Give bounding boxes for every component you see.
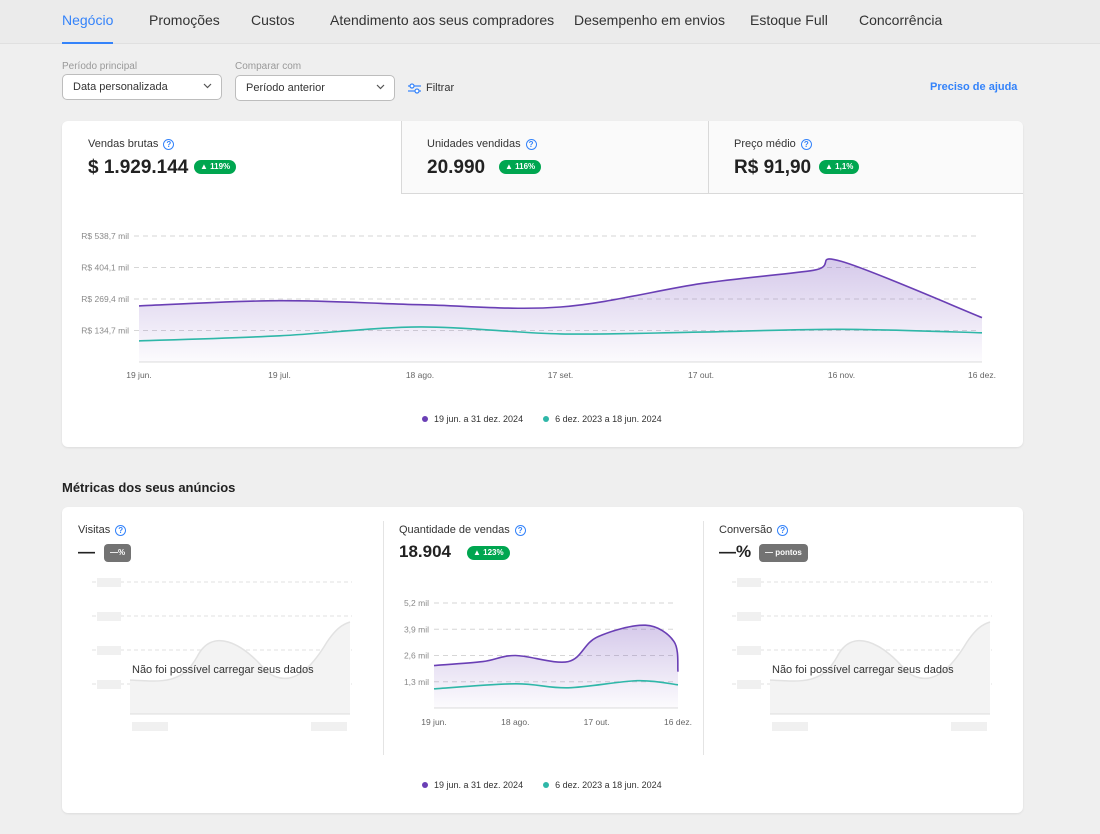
chevron-down-icon (376, 84, 385, 90)
legend-dot-current (422, 416, 428, 422)
tab-promocoes[interactable]: Promoções (149, 12, 220, 28)
tab-negocio[interactable]: Negócio (62, 0, 114, 44)
y-tick-label: R$ 134,7 mil (81, 325, 129, 335)
visits-title: Visitas (78, 524, 111, 536)
y-tick-label: 3,9 mil (404, 624, 429, 634)
help-link[interactable]: Preciso de ajuda (930, 81, 1018, 93)
kpi-change-badge: ▲ 119% (194, 160, 237, 174)
legend-dot-previous (543, 782, 550, 788)
series-line-previous (138, 326, 983, 342)
help-circle-icon[interactable]: ? (514, 524, 526, 536)
compare-select[interactable]: Período anterior (235, 75, 395, 101)
kpi-tab-vendas-brutas[interactable]: Vendas brutas? $ 1.929.144 ▲ 119% (62, 121, 401, 194)
compare-select-value: Período anterior (246, 82, 325, 94)
visits-value: — (78, 542, 95, 561)
sales-qty-title: Quantidade de vendas (399, 524, 510, 536)
kpi-title: Preço médio (734, 138, 796, 150)
help-circle-icon[interactable]: ? (777, 524, 789, 536)
kpi-value: R$ 91,90 (734, 157, 812, 178)
kpi-tab-preco-medio[interactable]: Preço médio? R$ 91,90 ▲ 1,1% (708, 121, 1023, 194)
period-select[interactable]: Data personalizada (62, 74, 222, 100)
x-tick-label: 16 dez. (968, 370, 996, 380)
kpi-value: $ 1.929.144 (88, 157, 189, 178)
metrics-chart-legend: 19 jun. a 31 dez. 2024 6 dez. 2023 a 18 … (422, 780, 662, 790)
period-label: Período principal (62, 61, 138, 72)
metrics-divider (383, 521, 384, 755)
chart-legend: 19 jun. a 31 dez. 2024 6 dez. 2023 a 18 … (422, 414, 662, 424)
help-circle-icon[interactable]: ? (800, 138, 812, 150)
legend-previous: 6 dez. 2023 a 18 jun. 2024 (555, 780, 662, 790)
chevron-down-icon (203, 83, 212, 89)
legend-previous: 6 dez. 2023 a 18 jun. 2024 (555, 414, 662, 424)
sales-qty-value: 18.904 (399, 542, 451, 561)
sales-overview-card: Vendas brutas? $ 1.929.144 ▲ 119% Unidad… (62, 121, 1023, 447)
series-line-previous (433, 679, 679, 690)
help-circle-icon[interactable]: ? (525, 138, 537, 150)
tab-desempenho-envios[interactable]: Desempenho em envios (574, 12, 725, 28)
filter-button[interactable]: Filtrar (408, 80, 454, 96)
kpi-tab-unidades-vendidas[interactable]: Unidades vendidas? 20.990 ▲ 116% (401, 121, 708, 194)
x-tick-label: 17 set. (548, 370, 574, 380)
listing-metrics-card: Visitas? — —% Não foi possível carregar … (62, 507, 1023, 813)
legend-dot-current (422, 782, 428, 788)
x-tick-label: 17 out. (584, 717, 610, 727)
filter-label: Filtrar (426, 82, 455, 94)
conversion-title: Conversão (719, 524, 773, 536)
visits-error-message: Não foi possível carregar seus dados (132, 664, 314, 676)
legend-current: 19 jun. a 31 dez. 2024 (434, 414, 524, 424)
x-tick-label: 17 out. (688, 370, 714, 380)
tab-estoque-full[interactable]: Estoque Full (750, 12, 828, 28)
legend-current: 19 jun. a 31 dez. 2024 (434, 780, 524, 790)
y-tick-label: R$ 538,7 mil (81, 231, 129, 241)
sales-qty-area-chart: 1,3 mil 2,6 mil 3,9 mil 5,2 mil 19 jun. 18 ag… (404, 598, 692, 727)
kpi-value: 20.990 (427, 157, 486, 178)
conversion-placeholder-chart (732, 578, 992, 731)
compare-label: Comparar com (235, 61, 302, 72)
filter-sliders-icon (408, 82, 421, 94)
top-nav: Negócio Promoções Custos Atendimento aos… (0, 0, 1100, 44)
x-tick-label: 18 ago. (501, 717, 529, 727)
metrics-section-title: Métricas dos seus anúncios (62, 480, 236, 495)
y-tick-label: R$ 404,1 mil (81, 262, 129, 272)
kpi-title: Unidades vendidas (427, 138, 521, 150)
series-area-current (139, 258, 982, 362)
kpi-change-badge: ▲ 1,1% (819, 160, 860, 174)
conversion-value: —% (719, 542, 752, 561)
y-tick-label: 1,3 mil (404, 677, 429, 687)
sales-qty-change-badge: ▲ 123% (467, 546, 510, 560)
series-area-current (434, 625, 678, 708)
series-line-current (433, 624, 679, 672)
tab-custos[interactable]: Custos (251, 12, 295, 28)
x-tick-label: 19 jun. (126, 370, 152, 380)
x-tick-label: 19 jun. (421, 717, 447, 727)
x-tick-label: 18 ago. (406, 370, 434, 380)
visits-change-badge: —% (104, 544, 132, 562)
x-tick-label: 16 nov. (828, 370, 855, 380)
metrics-divider (703, 521, 704, 755)
visits-placeholder-chart (92, 578, 352, 731)
conversion-change-badge: — pontos (759, 544, 808, 562)
series-line-current (138, 258, 983, 319)
period-select-value: Data personalizada (73, 81, 168, 93)
tab-concorrencia[interactable]: Concorrência (859, 12, 943, 28)
y-tick-label: R$ 269,4 mil (81, 294, 129, 304)
y-tick-label: 5,2 mil (404, 598, 429, 608)
y-tick-label: 2,6 mil (404, 651, 429, 661)
kpi-title: Vendas brutas (88, 138, 159, 150)
x-tick-label: 19 jul. (268, 370, 291, 380)
conversion-error-message: Não foi possível carregar seus dados (772, 664, 954, 676)
tab-atendimento[interactable]: Atendimento aos seus compradores (330, 12, 555, 28)
legend-dot-previous (543, 416, 550, 422)
sales-area-chart: R$ 134,7 mil R$ 269,4 mil R$ 404,1 mil R$ 5… (81, 231, 996, 380)
x-tick-label: 16 dez. (664, 717, 692, 727)
help-circle-icon[interactable]: ? (163, 138, 175, 150)
kpi-change-badge: ▲ 116% (499, 160, 542, 174)
help-circle-icon[interactable]: ? (115, 524, 127, 536)
